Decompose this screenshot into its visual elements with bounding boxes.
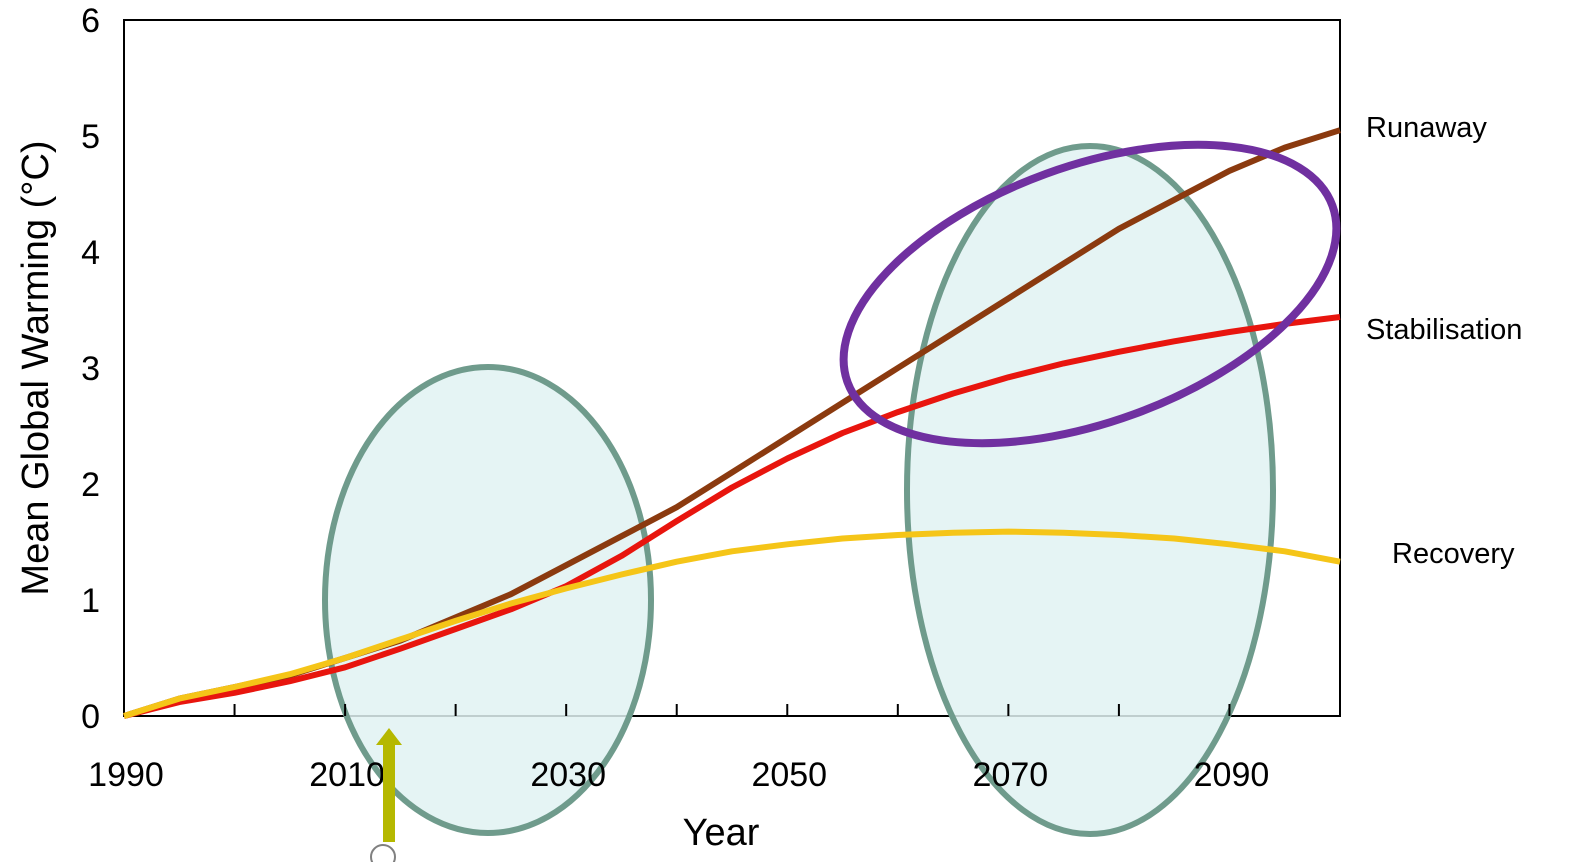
y-axis-title: Mean Global Warming (°C) bbox=[15, 140, 57, 595]
y-tick-label: 6 bbox=[81, 2, 100, 40]
x-tick-label: 2010 bbox=[309, 756, 385, 794]
x-tick-label: 2050 bbox=[751, 756, 827, 794]
highlight-ellipse-long-term bbox=[904, 143, 1276, 837]
arrow-marker-circle bbox=[370, 844, 396, 862]
y-axis-ticks: 0 1 2 3 4 5 6 bbox=[81, 2, 100, 736]
series-line-recovery bbox=[123, 528, 1341, 719]
highlight-ellipse-near-term bbox=[322, 364, 654, 836]
arrow-head bbox=[376, 728, 402, 745]
x-axis-ticks: 1990 2010 2030 2050 2070 2090 bbox=[88, 704, 1269, 794]
x-tick-label: 2030 bbox=[530, 756, 606, 794]
series-lines bbox=[123, 127, 1341, 719]
x-tick-label: 2090 bbox=[1194, 756, 1270, 794]
x-axis-title: Year bbox=[683, 812, 760, 854]
series-label-stabilisation: Stabilisation bbox=[1366, 314, 1522, 346]
y-tick-label: 2 bbox=[81, 466, 100, 504]
x-tick-label: 2070 bbox=[973, 756, 1049, 794]
x-tick-label: 1990 bbox=[88, 756, 164, 794]
y-tick-label: 3 bbox=[81, 350, 100, 388]
y-tick-label: 5 bbox=[81, 118, 100, 156]
focus-ellipse bbox=[839, 140, 1341, 448]
y-tick-label: 1 bbox=[81, 582, 100, 620]
arrow-shaft bbox=[383, 745, 395, 842]
series-label-runaway: Runaway bbox=[1366, 112, 1487, 144]
y-tick-label: 0 bbox=[81, 698, 100, 736]
y-tick-label: 4 bbox=[81, 234, 100, 272]
series-label-recovery: Recovery bbox=[1392, 538, 1515, 570]
series-line-stabilisation bbox=[123, 314, 1341, 719]
current-year-arrow bbox=[370, 728, 402, 862]
